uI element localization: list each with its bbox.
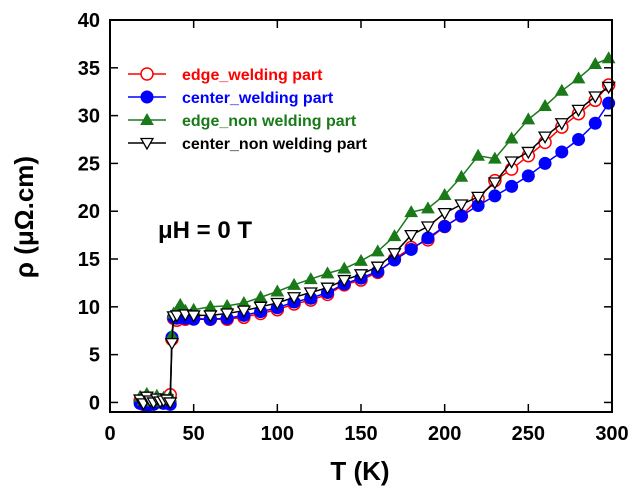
data-point — [337, 261, 352, 274]
y-tick-label: 5 — [89, 345, 100, 367]
data-point — [437, 207, 452, 221]
legend-marker — [140, 90, 154, 104]
legend-label: edge_non welding part — [182, 113, 357, 130]
data-point — [387, 248, 402, 261]
data-point — [538, 156, 552, 170]
x-tick-label: 200 — [428, 423, 461, 445]
data-point — [588, 56, 603, 69]
data-point — [404, 205, 419, 218]
y-tick-label: 35 — [78, 58, 100, 80]
data-point — [521, 146, 536, 160]
x-tick-label: 300 — [595, 423, 628, 445]
data-point — [303, 272, 318, 285]
legend-marker — [140, 67, 154, 81]
y-tick-label: 15 — [78, 249, 100, 271]
data-point — [404, 242, 418, 256]
data-point — [353, 269, 369, 282]
data-point — [538, 99, 552, 112]
data-point — [488, 189, 502, 203]
data-point — [164, 338, 180, 351]
data-point — [521, 169, 535, 183]
x-tick-label: 50 — [183, 423, 205, 445]
series-3 — [132, 81, 616, 411]
legend-marker — [139, 137, 155, 151]
legend-label: center_welding part — [182, 90, 334, 107]
y-tick-label: 20 — [78, 201, 100, 223]
y-tick-label: 30 — [78, 106, 100, 128]
data-point — [203, 310, 218, 323]
data-point — [588, 116, 602, 130]
data-point — [220, 308, 235, 321]
data-point — [286, 292, 302, 305]
data-point — [488, 151, 502, 164]
legend-label: edge_welding part — [182, 67, 323, 84]
x-tick-label: 100 — [261, 423, 294, 445]
data-point — [537, 131, 553, 144]
legend-marker — [140, 112, 154, 125]
data-point — [287, 277, 301, 290]
data-point — [404, 229, 419, 243]
legend: edge_welding part center_welding part edge… — [128, 67, 368, 153]
data-point — [438, 220, 452, 234]
data-point — [437, 187, 452, 200]
data-point — [487, 177, 502, 190]
series-line — [139, 86, 610, 405]
data-point — [370, 244, 385, 257]
data-point — [370, 261, 385, 274]
legend-label: center_non welding part — [182, 136, 368, 153]
data-point — [270, 297, 285, 311]
y-axis-label: ρ (μΩ.cm) — [9, 156, 39, 278]
data-point — [320, 266, 335, 279]
data-point — [253, 301, 268, 315]
annotation-text: μH = 0 T — [158, 217, 252, 244]
data-point — [454, 169, 469, 182]
y-tick-label: 25 — [78, 153, 100, 175]
data-point — [270, 284, 285, 297]
data-point — [303, 287, 318, 300]
data-point — [555, 145, 569, 159]
marks-layer — [132, 51, 616, 413]
x-tick-label: 0 — [104, 423, 115, 445]
data-point — [337, 274, 352, 288]
data-point — [421, 201, 435, 214]
data-point — [186, 310, 201, 323]
data-point — [387, 229, 402, 242]
data-point — [471, 191, 486, 205]
data-point — [236, 305, 251, 318]
data-point — [454, 199, 469, 212]
data-point — [554, 118, 569, 131]
x-tick-label: 250 — [512, 423, 545, 445]
x-tick-label: 150 — [344, 423, 377, 445]
data-point — [571, 71, 586, 84]
data-point — [572, 133, 586, 147]
data-point — [571, 104, 586, 118]
data-point — [588, 91, 603, 104]
data-point — [554, 83, 569, 96]
data-point — [420, 221, 436, 234]
x-axis-label: T (K) — [330, 456, 389, 486]
y-tick-label: 40 — [78, 10, 100, 32]
y-tick-label: 10 — [78, 297, 100, 319]
data-point — [471, 148, 485, 161]
data-point — [504, 156, 519, 169]
data-point — [320, 282, 335, 296]
y-tick-label: 0 — [89, 392, 100, 414]
data-point — [354, 253, 368, 266]
series-line — [139, 84, 610, 406]
data-point — [505, 179, 519, 193]
data-point — [521, 112, 536, 125]
data-point — [504, 131, 519, 144]
data-point — [163, 397, 178, 410]
data-point — [169, 310, 185, 323]
ticks-layer: 0 50 100 150 200 250 300 0 5 10 15 20 25 30 35 40 — [78, 10, 629, 445]
